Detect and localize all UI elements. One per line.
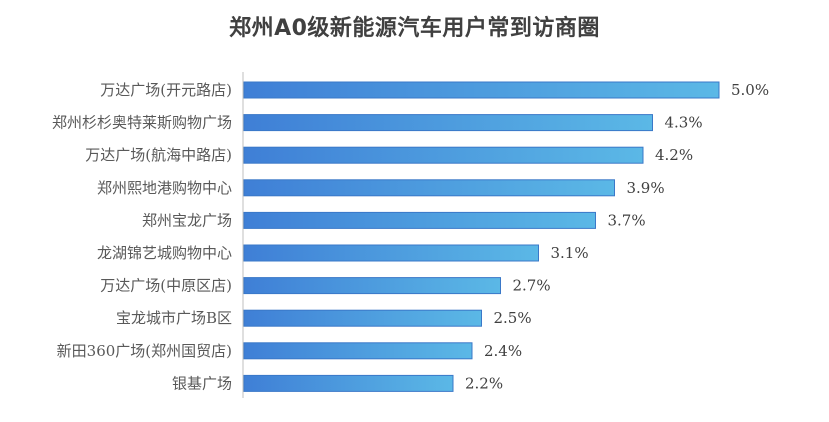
category-label-10: 银基广场 [172, 374, 232, 392]
bar-10 [243, 374, 454, 392]
category-label-9: 新田360广场(郑州国贸店) [57, 342, 232, 360]
value-label-9: 2.4% [484, 342, 522, 360]
value-label-6: 3.1% [551, 244, 589, 262]
value-label-4: 3.9% [627, 179, 665, 197]
category-label-4: 郑州熙地港购物中心 [97, 179, 232, 197]
value-label-3: 4.2% [655, 146, 693, 164]
category-label-6: 龙湖锦艺城购物中心 [97, 244, 232, 262]
bar-9 [243, 342, 473, 360]
category-label-3: 万达广场(航海中路店) [85, 146, 232, 164]
bar-2 [243, 114, 653, 132]
bar-6 [243, 244, 539, 262]
value-label-5: 3.7% [608, 211, 646, 229]
bars-layer: 万达广场(开元路店) 5.0% 郑州杉杉奥特莱斯购物广场 4.3% 万达广场(航海中路店… [52, 81, 769, 392]
value-label-10: 2.2% [465, 374, 503, 392]
bar-8 [243, 309, 482, 327]
bar-7 [243, 277, 501, 295]
bar-4 [243, 179, 615, 197]
bar-3 [243, 146, 644, 164]
category-label-5: 郑州宝龙广场 [142, 211, 232, 229]
value-label-8: 2.5% [494, 309, 532, 327]
category-label-8: 宝龙城市广场B区 [116, 309, 232, 327]
value-label-7: 2.7% [513, 277, 551, 295]
category-label-7: 万达广场(中原区店) [100, 277, 232, 295]
value-label-1: 5.0% [731, 81, 769, 99]
chart-title: 郑州A0级新能源汽车用户常到访商圈 [229, 16, 600, 41]
bar-1 [243, 81, 720, 99]
value-label-2: 4.3% [665, 114, 703, 132]
category-label-1: 万达广场(开元路店) [100, 81, 232, 99]
bar-5 [243, 211, 596, 229]
category-label-2: 郑州杉杉奥特莱斯购物广场 [52, 114, 232, 132]
